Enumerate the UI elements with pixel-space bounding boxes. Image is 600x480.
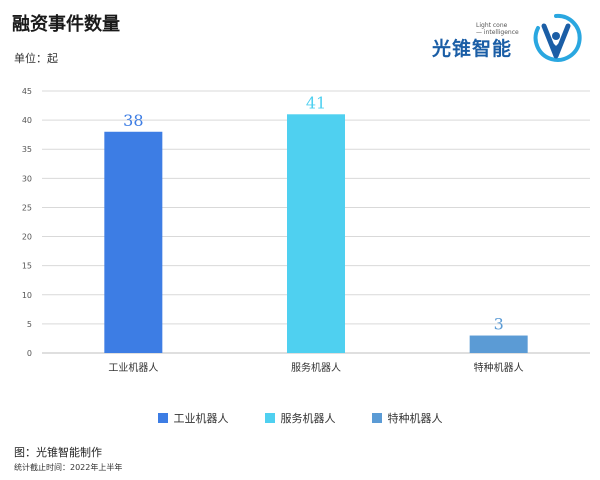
y-tick-label: 10: [22, 291, 32, 300]
legend-label: 工业机器人: [173, 412, 229, 425]
logo-tagline-2: — intelligence: [476, 29, 519, 36]
legend-item-service: 服务机器人: [264, 410, 336, 426]
data-label: 3: [494, 315, 504, 334]
legend-item-industrial: 工业机器人: [157, 410, 229, 426]
x-tick-label: 特种机器人: [474, 361, 524, 374]
chart-legend: 工业机器人 服务机器人 特种机器人: [0, 410, 600, 426]
y-tick-label: 0: [27, 349, 32, 358]
legend-item-special: 特种机器人: [371, 410, 443, 426]
data-label: 41: [306, 93, 326, 112]
y-tick-label: 5: [27, 320, 32, 329]
y-tick-label: 40: [22, 116, 32, 125]
x-tick-label: 工业机器人: [108, 361, 158, 374]
chart-title: 融资事件数量: [12, 14, 120, 35]
bar: [469, 335, 528, 353]
legend-swatch: [264, 413, 275, 423]
x-tick-label: 服务机器人: [291, 361, 341, 374]
y-tick-label: 45: [22, 87, 32, 96]
y-tick-label: 30: [22, 174, 32, 183]
logo-tagline-1: Light cone: [476, 22, 508, 29]
source-caption: 图：光锥智能制作: [14, 446, 102, 459]
unit-label: 单位：起: [14, 52, 58, 65]
bar-chart: 0 5 10 15 20 25 30 35 40 45 38 工业机器人 41 服务机器人 3 特种机器人: [22, 87, 590, 374]
bar: [104, 131, 163, 353]
legend-label: 服务机器人: [280, 412, 336, 425]
legend-label: 特种机器人: [387, 412, 443, 425]
bar: [287, 114, 345, 354]
cutoff-note: 统计截止时间：2022年上半年: [14, 463, 123, 472]
data-label: 38: [123, 111, 143, 130]
legend-swatch: [371, 413, 382, 423]
y-tick-label: 15: [22, 262, 32, 271]
brand-logo: Light cone — intelligence 光锥智能: [432, 12, 582, 68]
legend-swatch: [157, 413, 168, 423]
y-tick-label: 25: [22, 203, 32, 212]
y-tick-label: 35: [22, 145, 32, 154]
logo-wordmark: 光锥智能: [432, 38, 513, 60]
y-tick-label: 20: [22, 233, 32, 242]
brand-v-icon: [533, 13, 582, 62]
